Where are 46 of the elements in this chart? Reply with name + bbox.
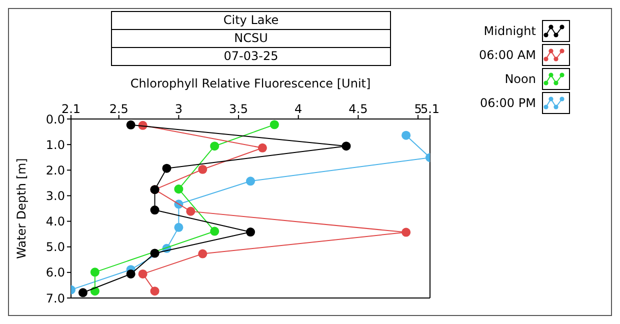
point bbox=[270, 120, 279, 130]
point bbox=[174, 222, 184, 232]
y-axis-title: Water Depth [m] bbox=[14, 158, 28, 259]
x-tick-label: 4.5 bbox=[348, 102, 368, 116]
point bbox=[90, 268, 100, 277]
y-tick-label: 4.0 bbox=[46, 214, 65, 229]
legend-label: 06:00 PM bbox=[480, 96, 536, 110]
point bbox=[138, 269, 148, 278]
point bbox=[78, 288, 88, 298]
y-tick-label: 3.0 bbox=[46, 188, 65, 203]
legend-label: Midnight bbox=[484, 24, 536, 38]
legend-label: Noon bbox=[504, 72, 536, 86]
legend-label: 06:00 AM bbox=[479, 48, 536, 62]
x-axis-title: Chlorophyll Relative Fluorescence [Unit] bbox=[130, 76, 371, 91]
point bbox=[162, 164, 172, 173]
y-tick-label: 7.0 bbox=[46, 291, 65, 306]
x-tick-label: 5 bbox=[414, 102, 422, 116]
chart-title: City Lake bbox=[111, 11, 391, 30]
y-tick-label: 5.0 bbox=[46, 240, 65, 254]
point bbox=[402, 130, 411, 140]
point bbox=[126, 269, 136, 278]
point bbox=[174, 184, 184, 194]
chart-subtitle: NCSU bbox=[111, 29, 391, 48]
point bbox=[210, 142, 220, 151]
x-tick-label: 4 bbox=[294, 102, 302, 116]
point bbox=[126, 120, 136, 130]
point bbox=[198, 164, 208, 174]
point bbox=[402, 228, 411, 237]
point bbox=[246, 176, 256, 186]
y-tick-label: 6.0 bbox=[46, 266, 65, 280]
x-tick-label: 3.5 bbox=[228, 102, 248, 116]
x-tick-label: 5.1 bbox=[420, 102, 440, 116]
point bbox=[150, 206, 160, 215]
point bbox=[150, 286, 160, 296]
point bbox=[342, 142, 351, 151]
x-tick-label: 2.5 bbox=[109, 102, 128, 116]
point bbox=[258, 143, 267, 152]
point bbox=[186, 206, 196, 216]
point bbox=[150, 248, 160, 258]
point bbox=[246, 228, 256, 237]
point bbox=[210, 226, 220, 236]
text: 07-03-25 bbox=[111, 47, 391, 66]
point bbox=[198, 249, 208, 258]
y-tick-label: 2.0 bbox=[46, 163, 65, 178]
x-tick-label: 3 bbox=[174, 102, 183, 116]
y-tick-label: 1.0 bbox=[46, 138, 65, 152]
